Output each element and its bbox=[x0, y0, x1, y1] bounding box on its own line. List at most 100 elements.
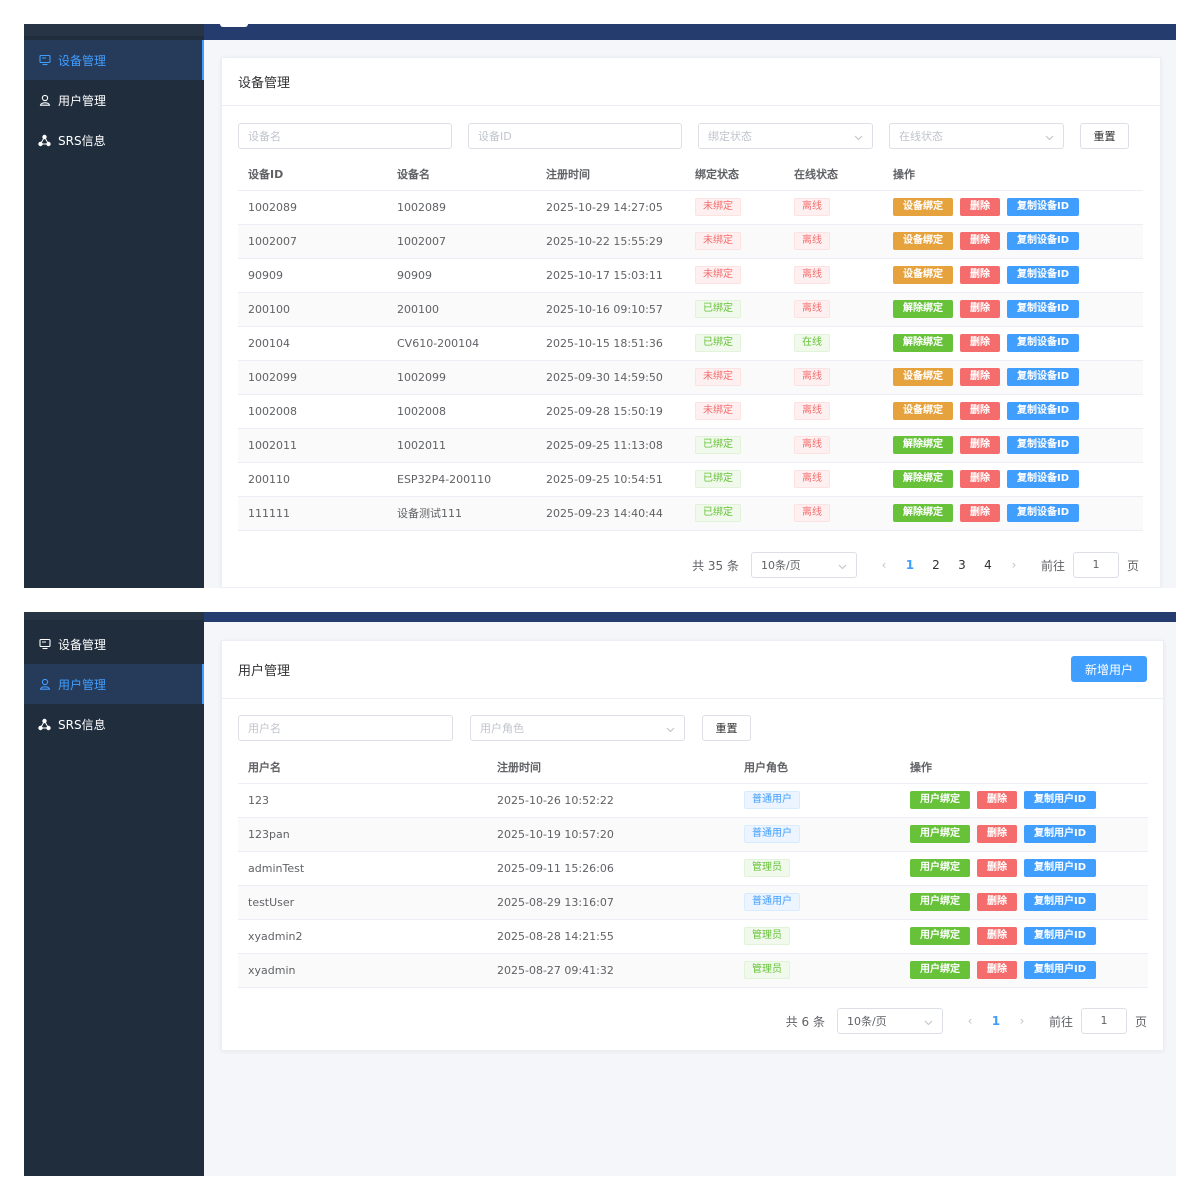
page-number[interactable]: 4 bbox=[984, 558, 992, 572]
online-status-cell: 离线 bbox=[784, 258, 883, 293]
bind-user-button[interactable]: 用户绑定 bbox=[910, 825, 970, 843]
copy-user-id-button[interactable]: 复制用户ID bbox=[1024, 961, 1097, 979]
bind-user-button[interactable]: 用户绑定 bbox=[910, 961, 970, 979]
total-count: 共 35 条 bbox=[692, 558, 739, 573]
sidebar: 设备管理 用户管理 SRS信息 bbox=[24, 612, 204, 1176]
delete-button[interactable]: 删除 bbox=[960, 402, 1000, 420]
bind-device-button[interactable]: 设备绑定 bbox=[893, 232, 953, 250]
table-row: 90909 90909 2025-10-17 15:03:11 未绑定 离线 设备绑定 删除… bbox=[238, 258, 1143, 293]
page-header: 用户管理 新增用户 bbox=[222, 641, 1163, 699]
unbind-device-button[interactable]: 解除绑定 bbox=[893, 300, 953, 318]
delete-button[interactable]: 删除 bbox=[960, 334, 1000, 352]
copy-device-id-button[interactable]: 复制设备ID bbox=[1007, 368, 1080, 386]
user-role-badge: 普通用户 bbox=[744, 825, 800, 843]
copy-device-id-button[interactable]: 复制设备ID bbox=[1007, 232, 1080, 250]
bind-status-cell: 已绑定 bbox=[685, 462, 784, 497]
reset-button[interactable]: 重置 bbox=[1080, 123, 1129, 149]
user-role-placeholder: 用户角色 bbox=[480, 722, 524, 735]
copy-device-id-button[interactable]: 复制设备ID bbox=[1007, 436, 1080, 454]
sidebar-item-srs-info[interactable]: SRS信息 bbox=[24, 704, 204, 744]
table-row: adminTest 2025-09-11 15:26:06 管理员 用户绑定 删除 复制用… bbox=[238, 851, 1148, 886]
bind-device-button[interactable]: 设备绑定 bbox=[893, 198, 953, 216]
copy-device-id-button[interactable]: 复制设备ID bbox=[1007, 504, 1080, 522]
delete-button[interactable]: 删除 bbox=[960, 198, 1000, 216]
device-id-cell: 200100 bbox=[238, 292, 387, 327]
table-row: 200110 ESP32P4-200110 2025-09-25 10:54:51 已… bbox=[238, 462, 1143, 497]
bind-status-badge: 已绑定 bbox=[695, 334, 741, 352]
user-role-select[interactable]: 用户角色 bbox=[470, 715, 685, 741]
delete-button[interactable]: 删除 bbox=[960, 470, 1000, 488]
bind-user-button[interactable]: 用户绑定 bbox=[910, 791, 970, 809]
username-input[interactable]: 用户名 bbox=[238, 715, 453, 741]
sidebar-item-srs-info[interactable]: SRS信息 bbox=[24, 120, 204, 160]
delete-button[interactable]: 删除 bbox=[960, 504, 1000, 522]
copy-user-id-button[interactable]: 复制用户ID bbox=[1024, 893, 1097, 911]
device-name-input[interactable]: 设备名 bbox=[238, 123, 452, 149]
prev-page-icon[interactable]: ‹ bbox=[967, 1014, 973, 1028]
add-user-button[interactable]: 新增用户 bbox=[1070, 656, 1147, 682]
reset-button[interactable]: 重置 bbox=[702, 715, 751, 741]
copy-user-id-button[interactable]: 复制用户ID bbox=[1024, 859, 1097, 877]
total-count: 共 6 条 bbox=[785, 1014, 825, 1029]
page-number[interactable]: 1 bbox=[905, 558, 915, 572]
online-status-badge: 离线 bbox=[794, 300, 830, 318]
page-number[interactable]: 2 bbox=[932, 558, 940, 572]
bind-device-button[interactable]: 设备绑定 bbox=[893, 266, 953, 284]
unbind-device-button[interactable]: 解除绑定 bbox=[893, 470, 953, 488]
bind-device-button[interactable]: 设备绑定 bbox=[893, 402, 953, 420]
delete-button[interactable]: 删除 bbox=[960, 368, 1000, 386]
next-page-icon[interactable]: › bbox=[1019, 1014, 1025, 1028]
table-row: 123 2025-10-26 10:52:22 普通用户 用户绑定 删除 复制用户ID bbox=[238, 783, 1148, 818]
device-id-input[interactable]: 设备ID bbox=[468, 123, 682, 149]
sidebar-item-device-management[interactable]: 设备管理 bbox=[24, 624, 204, 664]
goto-page-input[interactable]: 1 bbox=[1080, 1008, 1127, 1034]
bind-status-cell: 未绑定 bbox=[685, 224, 784, 259]
copy-device-id-button[interactable]: 复制设备ID bbox=[1007, 198, 1080, 216]
unbind-device-button[interactable]: 解除绑定 bbox=[893, 504, 953, 522]
delete-button[interactable]: 删除 bbox=[960, 436, 1000, 454]
bind-user-button[interactable]: 用户绑定 bbox=[910, 859, 970, 877]
sidebar-item-user-management[interactable]: 用户管理 bbox=[24, 80, 204, 120]
delete-button[interactable]: 删除 bbox=[960, 232, 1000, 250]
device-name-cell: 90909 bbox=[387, 258, 536, 293]
device-name-cell: 设备测试111 bbox=[387, 496, 536, 531]
copy-device-id-button[interactable]: 复制设备ID bbox=[1007, 300, 1080, 318]
online-status-select[interactable]: 在线状态 bbox=[889, 123, 1064, 149]
online-status-badge: 离线 bbox=[794, 368, 830, 386]
page-number[interactable]: 3 bbox=[958, 558, 966, 572]
delete-button[interactable]: 删除 bbox=[977, 859, 1017, 877]
monitor-icon bbox=[38, 638, 51, 651]
delete-button[interactable]: 删除 bbox=[977, 961, 1017, 979]
next-page-icon[interactable]: › bbox=[1011, 558, 1017, 572]
copy-device-id-button[interactable]: 复制设备ID bbox=[1007, 334, 1080, 352]
delete-button[interactable]: 删除 bbox=[977, 893, 1017, 911]
bind-device-button[interactable]: 设备绑定 bbox=[893, 368, 953, 386]
bind-user-button[interactable]: 用户绑定 bbox=[910, 927, 970, 945]
copy-user-id-button[interactable]: 复制用户ID bbox=[1024, 927, 1097, 945]
online-status-cell: 离线 bbox=[784, 292, 883, 327]
goto-page-input[interactable]: 1 bbox=[1072, 552, 1119, 578]
delete-button[interactable]: 删除 bbox=[977, 927, 1017, 945]
copy-user-id-button[interactable]: 复制用户ID bbox=[1024, 825, 1097, 843]
copy-device-id-button[interactable]: 复制设备ID bbox=[1007, 402, 1080, 420]
copy-device-id-button[interactable]: 复制设备ID bbox=[1007, 470, 1080, 488]
page-size-select[interactable]: 10条/页 bbox=[750, 552, 857, 578]
actions-cell: 设备绑定 删除 复制设备ID bbox=[883, 360, 1143, 395]
table-row: 111111 设备测试111 2025-09-23 14:40:44 已绑定 离线 解除绑… bbox=[238, 496, 1143, 531]
bind-status-select[interactable]: 绑定状态 bbox=[698, 123, 873, 149]
sidebar-item-user-management[interactable]: 用户管理 bbox=[24, 664, 204, 704]
delete-button[interactable]: 删除 bbox=[977, 825, 1017, 843]
copy-user-id-button[interactable]: 复制用户ID bbox=[1024, 791, 1097, 809]
page-size-select[interactable]: 10条/页 bbox=[836, 1008, 943, 1034]
sidebar-item-device-management[interactable]: 设备管理 bbox=[24, 40, 204, 80]
unbind-device-button[interactable]: 解除绑定 bbox=[893, 436, 953, 454]
prev-page-icon[interactable]: ‹ bbox=[881, 558, 887, 572]
copy-device-id-button[interactable]: 复制设备ID bbox=[1007, 266, 1080, 284]
actions-cell: 设备绑定 删除 复制设备ID bbox=[883, 190, 1143, 225]
delete-button[interactable]: 删除 bbox=[960, 300, 1000, 318]
unbind-device-button[interactable]: 解除绑定 bbox=[893, 334, 953, 352]
page-number[interactable]: 1 bbox=[991, 1014, 1001, 1028]
delete-button[interactable]: 删除 bbox=[977, 791, 1017, 809]
delete-button[interactable]: 删除 bbox=[960, 266, 1000, 284]
bind-user-button[interactable]: 用户绑定 bbox=[910, 893, 970, 911]
